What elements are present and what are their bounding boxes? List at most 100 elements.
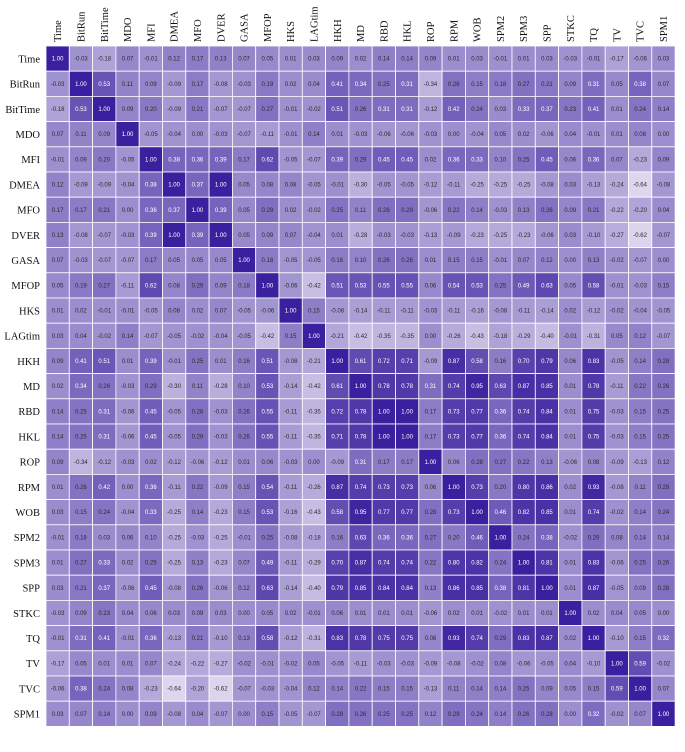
cell-value: 0.28 <box>541 712 553 718</box>
cell-value: -0.12 <box>97 460 111 466</box>
cell-value: -0.05 <box>237 334 251 340</box>
cell-value: 0.09 <box>75 611 87 617</box>
cell-value: 0.36 <box>145 208 157 214</box>
cell-value: 0.36 <box>588 157 600 163</box>
cell-value: 0.25 <box>378 712 390 718</box>
cell-value: 1.00 <box>285 309 297 315</box>
cell-value: 0.74 <box>378 561 390 567</box>
cell-value: -0.12 <box>167 460 181 466</box>
cell-value: 0.14 <box>52 409 64 415</box>
cell-value: 0.29 <box>448 712 460 718</box>
cell-value: 0.02 <box>285 611 297 617</box>
cell-value: -0.12 <box>587 309 601 315</box>
cell-value: -0.06 <box>424 611 438 617</box>
cell-value: 0.01 <box>378 611 390 617</box>
cell-value: -0.12 <box>424 107 438 113</box>
cell-value: 0.26 <box>355 107 367 113</box>
cell-value: 1.00 <box>238 258 250 264</box>
cell-value: 0.49 <box>518 283 530 289</box>
cell-value: -0.01 <box>167 359 181 365</box>
cell-value: 0.63 <box>541 283 553 289</box>
cell-value: 0.07 <box>75 712 87 718</box>
cell-value: -0.04 <box>307 233 321 239</box>
cell-value: 0.07 <box>518 258 530 264</box>
cell-value: 0.17 <box>192 82 204 88</box>
cell-value: 0.12 <box>658 460 670 466</box>
cell-value: 0.00 <box>425 334 437 340</box>
cell-value: 0.00 <box>122 485 134 491</box>
cell-value: 0.11 <box>355 208 367 214</box>
cell-value: 0.25 <box>262 535 274 541</box>
row-label-rbd: RBD <box>18 407 40 418</box>
cell-value: 0.29 <box>355 157 367 163</box>
cell-value: -0.01 <box>284 132 298 138</box>
cell-value: -0.30 <box>354 183 368 189</box>
cell-value: -0.06 <box>191 460 205 466</box>
cell-value: -0.14 <box>540 309 554 315</box>
cell-value: -0.10 <box>587 233 601 239</box>
cell-value: 0.14 <box>495 712 507 718</box>
cell-value: 0.25 <box>145 561 157 567</box>
cell-value: 1.00 <box>52 57 64 63</box>
cell-value: 0.25 <box>495 283 507 289</box>
cell-value: 0.17 <box>401 460 413 466</box>
cell-value: 0.02 <box>355 57 367 63</box>
cell-value: 1.00 <box>541 586 553 592</box>
cell-value: -0.26 <box>307 485 321 491</box>
cell-value: 0.83 <box>518 636 530 642</box>
cell-value: 1.00 <box>401 409 413 415</box>
cell-value: -0.35 <box>307 435 321 441</box>
cell-value: -0.04 <box>633 309 647 315</box>
cell-value: -0.03 <box>214 435 228 441</box>
cell-value: 0.29 <box>495 636 507 642</box>
cell-value: -0.01 <box>97 309 111 315</box>
cell-value: 0.14 <box>634 535 646 541</box>
cell-value: 0.01 <box>331 132 343 138</box>
cell-value: 1.00 <box>495 535 507 541</box>
cell-value: 0.14 <box>471 687 483 693</box>
cell-value: 0.09 <box>564 82 576 88</box>
cell-value: 0.14 <box>308 132 320 138</box>
cell-value: 0.01 <box>518 57 530 63</box>
cell-value: 0.00 <box>192 132 204 138</box>
cell-value: 0.01 <box>355 611 367 617</box>
cell-value: 0.29 <box>145 384 157 390</box>
cell-value: -0.17 <box>51 661 65 667</box>
cell-value: 0.01 <box>122 661 134 667</box>
cell-value: 0.73 <box>448 435 460 441</box>
cell-value: 0.63 <box>495 384 507 390</box>
cell-value: 0.21 <box>588 208 600 214</box>
cell-value: -0.03 <box>424 309 438 315</box>
cell-value: 0.05 <box>52 283 64 289</box>
cell-value: 0.06 <box>145 611 157 617</box>
cell-value: 0.00 <box>658 611 670 617</box>
cell-value: -0.01 <box>261 661 275 667</box>
cell-value: 0.13 <box>518 208 530 214</box>
cell-value: 0.74 <box>588 510 600 516</box>
cell-value: -0.01 <box>563 334 577 340</box>
cell-value: -0.11 <box>447 183 461 189</box>
cell-value: -0.07 <box>144 334 158 340</box>
cell-value: 0.15 <box>238 485 250 491</box>
cell-value: 0.38 <box>75 687 87 693</box>
cell-value: 0.14 <box>495 687 507 693</box>
cell-value: 0.02 <box>448 611 460 617</box>
cell-value: -0.18 <box>97 57 111 63</box>
cell-value: 1.00 <box>471 510 483 516</box>
cell-value: 0.29 <box>262 208 274 214</box>
cell-value: -0.08 <box>447 661 461 667</box>
row-label-gasa: GASA <box>11 256 40 267</box>
cell-value: -0.01 <box>51 157 65 163</box>
cell-value: -0.02 <box>284 661 298 667</box>
row-label-rop: ROP <box>20 458 41 469</box>
cell-value: -0.05 <box>237 309 251 315</box>
cell-value: -0.10 <box>587 661 601 667</box>
cell-value: 0.02 <box>564 309 576 315</box>
cell-value: 0.21 <box>98 208 110 214</box>
column-label-spm1: SPM1 <box>659 16 670 42</box>
cell-value: 0.01 <box>52 485 64 491</box>
cell-value: 0.73 <box>448 409 460 415</box>
cell-value: 0.09 <box>75 157 87 163</box>
cell-value: 0.13 <box>52 233 64 239</box>
cell-value: 0.15 <box>262 712 274 718</box>
